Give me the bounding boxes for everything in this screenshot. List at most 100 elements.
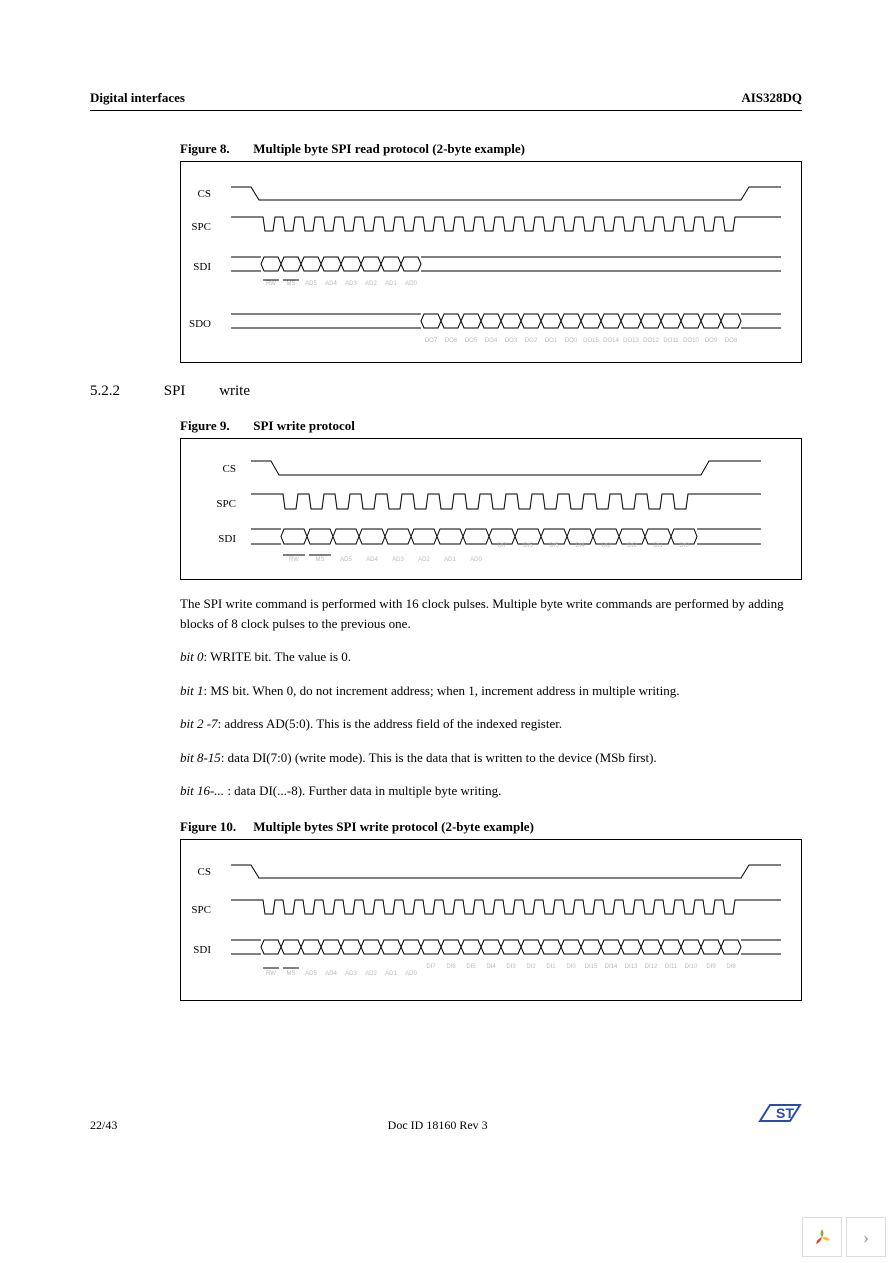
fig10-title: Multiple bytes SPI write protocol (2-byt… [253, 819, 534, 834]
para-bit0: bit 0: WRITE bit. The value is 0. [180, 647, 802, 667]
fig8-caption: Figure 8. Multiple byte SPI read protoco… [180, 141, 802, 157]
fig10-svg: CS SPC SDI RWMSAD5AD4AD3AD2AD1AD0DI7DI6D… [181, 840, 801, 1000]
svg-text:AD4: AD4 [325, 971, 337, 977]
bit1-label: bit 1 [180, 683, 203, 698]
svg-text:AD0: AD0 [405, 281, 417, 287]
svg-text:AD5: AD5 [340, 557, 352, 563]
fig9-sdi-wave: RWMSAD5AD4AD3AD2AD1AD0DI7DI6DI5DI4DI3DI2… [251, 529, 761, 563]
para-bit1: bit 1: MS bit. When 0, do not increment … [180, 681, 802, 701]
page-footer: 22/43 Doc ID 18160 Rev 3 ST [90, 1101, 802, 1133]
svg-text:DI1: DI1 [653, 543, 663, 549]
bit1-text: : MS bit. When 0, do not increment addre… [203, 683, 679, 698]
svg-text:AD1: AD1 [385, 971, 397, 977]
svg-text:AD0: AD0 [405, 971, 417, 977]
fig8-spc-wave [231, 217, 781, 231]
svg-text:DO12: DO12 [643, 338, 659, 344]
bit16-label: bit 16-... [180, 783, 224, 798]
svg-text:DO9: DO9 [705, 338, 718, 344]
para-bit16: bit 16-... : data DI(...-8). Further dat… [180, 781, 802, 801]
bit0-label: bit 0 [180, 649, 203, 664]
svg-text:DI12: DI12 [645, 964, 658, 970]
svg-text:DI14: DI14 [605, 964, 618, 970]
fig8-diagram: CS SPC SDI RWMSAD5AD4AD3AD2AD1AD0 SDO DO… [180, 161, 802, 363]
svg-text:DI7: DI7 [426, 964, 436, 970]
svg-text:AD1: AD1 [385, 281, 397, 287]
fig8-sdi-wave: RWMSAD5AD4AD3AD2AD1AD0 [231, 257, 781, 287]
svg-text:DI4: DI4 [486, 964, 496, 970]
svg-text:AD0: AD0 [470, 557, 482, 563]
fig9-title: SPI write protocol [253, 418, 355, 433]
svg-text:MS: MS [287, 971, 296, 977]
svg-text:DI8: DI8 [726, 964, 736, 970]
svg-text:DI13: DI13 [625, 964, 638, 970]
svg-text:DO2: DO2 [525, 338, 538, 344]
svg-text:AD2: AD2 [418, 557, 430, 563]
viewer-controls: › [802, 1217, 886, 1257]
svg-text:AD4: AD4 [325, 281, 337, 287]
fig8-num: Figure 8. [180, 141, 250, 157]
svg-text:ST: ST [776, 1105, 794, 1121]
fig8-title: Multiple byte SPI read protocol (2-byte … [253, 141, 525, 156]
svg-text:DO3: DO3 [505, 338, 518, 344]
fig8-cs-label: CS [198, 188, 211, 200]
svg-text:DI15: DI15 [585, 964, 598, 970]
svg-text:MS: MS [287, 281, 296, 287]
svg-text:DI0: DI0 [679, 543, 689, 549]
svg-text:AD3: AD3 [345, 971, 357, 977]
fig10-spc-label: SPC [191, 904, 211, 916]
bit27-text: : address AD(5:0). This is the address f… [218, 716, 563, 731]
svg-text:DI2: DI2 [627, 543, 637, 549]
section-subtitle: write [219, 383, 250, 399]
svg-text:DI5: DI5 [549, 543, 559, 549]
svg-text:DI3: DI3 [506, 964, 516, 970]
fig10-caption: Figure 10. Multiple bytes SPI write prot… [180, 819, 802, 835]
fig8-svg: CS SPC SDI RWMSAD5AD4AD3AD2AD1AD0 SDO DO… [181, 162, 801, 362]
fig9-spc-wave [251, 494, 761, 509]
fig9-caption: Figure 9. SPI write protocol [180, 418, 802, 434]
para-intro: The SPI write command is performed with … [180, 594, 802, 633]
svg-text:DO15: DO15 [583, 338, 599, 344]
fig9-svg: CS SPC SDI RWMSAD5AD4AD3AD2AD1AD0DI7DI6D… [181, 439, 801, 579]
svg-text:MS: MS [316, 557, 325, 563]
fig9-cs-label: CS [223, 463, 236, 475]
header-right: AIS328DQ [741, 90, 802, 106]
fig8-sdo-wave: DO7DO6DO5DO4DO3DO2DO1DO0DO15DO14DO13DO12… [231, 314, 781, 344]
svg-text:DI11: DI11 [665, 964, 678, 970]
fig9-diagram: CS SPC SDI RWMSAD5AD4AD3AD2AD1AD0DI7DI6D… [180, 438, 802, 580]
svg-text:RW: RW [266, 281, 276, 287]
svg-text:DI5: DI5 [466, 964, 476, 970]
svg-text:DI1: DI1 [546, 964, 556, 970]
svg-text:DO1: DO1 [545, 338, 558, 344]
svg-text:AD2: AD2 [365, 971, 377, 977]
svg-text:DO6: DO6 [445, 338, 458, 344]
header-left: Digital interfaces [90, 90, 185, 106]
page-header: Digital interfaces AIS328DQ [90, 90, 802, 111]
next-page-button[interactable]: › [846, 1217, 886, 1257]
svg-text:DO5: DO5 [465, 338, 478, 344]
fig8-cs-wave [231, 187, 781, 200]
svg-text:RW: RW [266, 971, 276, 977]
svg-text:DO7: DO7 [425, 338, 438, 344]
para-bit815: bit 8-15: data DI(7:0) (write mode). Thi… [180, 748, 802, 768]
svg-text:DO11: DO11 [663, 338, 679, 344]
bit0-text: : WRITE bit. The value is 0. [203, 649, 351, 664]
page: Digital interfaces AIS328DQ Figure 8. Mu… [0, 0, 892, 1263]
svg-text:RW: RW [289, 557, 299, 563]
fig9-sdi-label: SDI [218, 533, 236, 545]
fig8-sdo-label: SDO [189, 318, 211, 330]
svg-text:DO13: DO13 [623, 338, 639, 344]
bit27-label: bit 2 -7 [180, 716, 218, 731]
viewer-logo-icon[interactable] [802, 1217, 842, 1257]
svg-text:AD5: AD5 [305, 971, 317, 977]
svg-text:DO14: DO14 [603, 338, 619, 344]
fig10-sdi-wave: RWMSAD5AD4AD3AD2AD1AD0DI7DI6DI5DI4DI3DI2… [231, 940, 781, 977]
bit815-label: bit 8-15 [180, 750, 221, 765]
fig10-sdi-label: SDI [193, 944, 211, 956]
svg-text:DI6: DI6 [446, 964, 456, 970]
svg-text:DI3: DI3 [601, 543, 611, 549]
bit16-text: : data DI(...-8). Further data in multip… [224, 783, 501, 798]
svg-text:DI10: DI10 [685, 964, 698, 970]
svg-text:AD4: AD4 [366, 557, 378, 563]
svg-text:DO8: DO8 [725, 338, 738, 344]
section-heading: 5.2.2 SPI write [90, 383, 802, 400]
